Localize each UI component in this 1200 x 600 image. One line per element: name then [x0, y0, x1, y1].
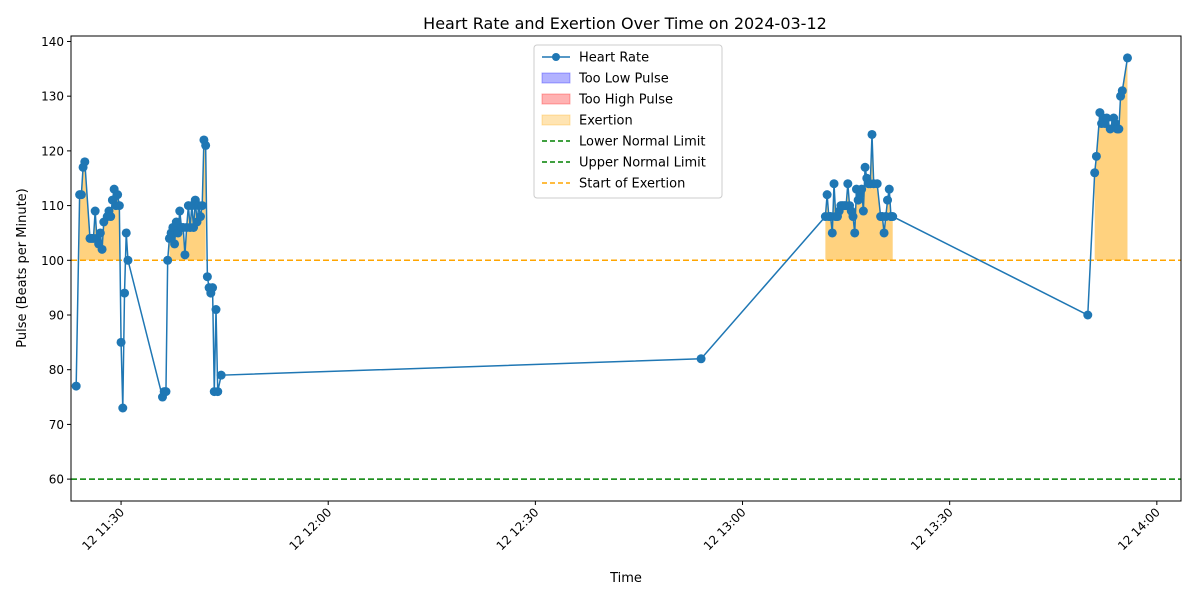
- heart-rate-point: [175, 206, 185, 216]
- heart-rate-point: [867, 129, 877, 139]
- heart-rate-point: [829, 179, 839, 189]
- heart-rate-point: [80, 157, 90, 167]
- legend-entry: Heart Rate: [542, 51, 649, 66]
- heart-rate-point: [213, 387, 223, 397]
- heart-rate-point: [76, 190, 86, 200]
- heart-rate-point: [161, 387, 171, 397]
- heart-rate-point: [858, 206, 868, 216]
- legend: Heart Rate Too Low Pulse Too High Pulse Exe…: [533, 44, 723, 199]
- heart-rate-point: [216, 370, 226, 380]
- heart-rate-point: [97, 244, 107, 254]
- heart-rate-point: [211, 305, 221, 315]
- y-tick-label: 120: [41, 144, 64, 158]
- heart-rate-point: [848, 212, 858, 222]
- heart-rate-point: [123, 255, 133, 265]
- legend-box: [533, 44, 723, 199]
- heart-rate-point: [1114, 124, 1124, 134]
- legend-entry: Exertion: [541, 114, 633, 129]
- y-tick-label: 70: [49, 418, 64, 432]
- heart-rate-point: [1091, 151, 1101, 161]
- heart-rate-point: [827, 228, 837, 238]
- heart-rate-point: [208, 283, 218, 293]
- heart-rate-point: [106, 212, 116, 222]
- y-tick-label: 140: [41, 35, 64, 49]
- heart-rate-point: [822, 190, 832, 200]
- heart-rate-point: [1117, 86, 1127, 96]
- heart-rate-point: [71, 381, 81, 391]
- y-tick-label: 60: [49, 473, 64, 487]
- heart-rate-point: [113, 190, 123, 200]
- y-axis: 60 70 80 90 100 110 120 130 140: [41, 35, 71, 487]
- heart-rate-point: [860, 162, 870, 172]
- heart-rate-point: [1090, 168, 1100, 178]
- y-axis-label: Pulse (Beats per Minute): [15, 188, 30, 348]
- chart-title: Heart Rate and Exertion Over Time on 202…: [423, 14, 827, 33]
- legend-entry: Lower Normal Limit: [542, 135, 705, 150]
- heart-rate-point: [879, 228, 889, 238]
- heart-rate-point: [195, 212, 205, 222]
- heart-rate-point: [872, 179, 882, 189]
- heart-rate-point: [888, 212, 898, 222]
- heart-rate-point: [1083, 310, 1093, 320]
- legend-label: Exertion: [579, 114, 633, 129]
- heart-rate-point: [843, 179, 853, 189]
- heart-rate-point: [90, 206, 100, 216]
- legend-label: Too Low Pulse: [578, 72, 669, 87]
- heart-rate-point: [202, 272, 212, 282]
- x-axis-label: Time: [609, 571, 642, 586]
- heart-rate-point: [850, 228, 860, 238]
- heart-rate-point: [1122, 53, 1132, 63]
- y-tick-label: 110: [41, 199, 64, 213]
- legend-entry: Upper Normal Limit: [542, 156, 706, 171]
- heart-rate-point: [95, 228, 105, 238]
- heart-rate-point: [180, 250, 190, 260]
- heart-rate-point: [163, 255, 173, 265]
- y-tick-label: 90: [49, 309, 64, 323]
- heart-rate-point: [197, 201, 207, 211]
- heart-rate-point: [857, 184, 867, 194]
- legend-label: Upper Normal Limit: [579, 156, 706, 171]
- y-tick-label: 80: [49, 363, 64, 377]
- legend-label: Heart Rate: [579, 51, 649, 66]
- exertion-area: [1094, 57, 1128, 261]
- legend-entry: Start of Exertion: [542, 177, 685, 192]
- heart-rate-point: [114, 201, 124, 211]
- heart-rate-point: [201, 140, 211, 150]
- heart-rate-point: [883, 195, 893, 205]
- heart-rate-point: [118, 403, 128, 413]
- heart-rate-point: [121, 228, 131, 238]
- heart-rate-series: [71, 53, 1132, 413]
- threshold-lines: [71, 259, 1181, 480]
- y-tick-label: 130: [41, 90, 64, 104]
- legend-entry: Too High Pulse: [541, 93, 673, 108]
- legend-label: Too High Pulse: [578, 93, 673, 108]
- heart-rate-point: [116, 337, 126, 347]
- heart-rate-point: [1102, 113, 1112, 123]
- plot-frame: [70, 35, 1182, 502]
- legend-label: Start of Exertion: [579, 177, 685, 192]
- legend-label: Lower Normal Limit: [579, 135, 705, 150]
- heart-rate-point: [696, 354, 706, 364]
- heart-rate-point: [884, 184, 894, 194]
- heart-rate-point: [120, 288, 130, 298]
- heart-rate-point: [170, 239, 180, 249]
- y-tick-label: 100: [41, 254, 64, 268]
- legend-entry: Too Low Pulse: [541, 72, 669, 87]
